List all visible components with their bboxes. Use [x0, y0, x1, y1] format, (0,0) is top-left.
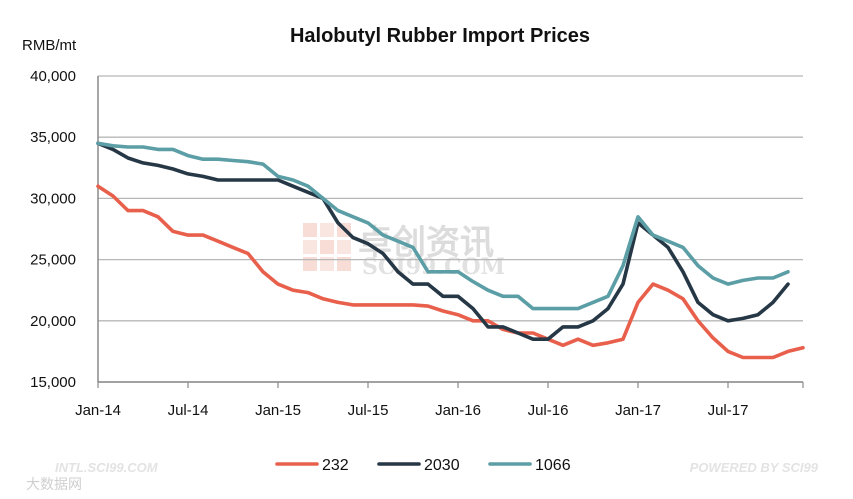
y-tick-label: 15,000 [30, 374, 76, 391]
y-axis-unit: RMB/mt [22, 37, 77, 54]
watermark-logo [303, 223, 351, 271]
series-line-232 [96, 184, 805, 360]
x-tick-label: Jul-14 [168, 402, 209, 419]
legend-label-2030: 2030 [424, 457, 460, 474]
y-tick-label: 40,000 [30, 68, 76, 85]
footer-right-text: POWERED BY SCI99 [690, 460, 819, 475]
x-tick-label: Jan-15 [255, 402, 301, 419]
x-tick-label: Jul-17 [708, 402, 749, 419]
x-tick-label: Jul-16 [528, 402, 569, 419]
footer-left-url: INTL.SCI99.COM [55, 460, 159, 475]
x-axis: Jan-14 Jul-14 Jan-15 Jul-15 Jan-16 Jul-16 Jan-… [75, 76, 804, 419]
y-tick-label: 25,000 [30, 252, 76, 269]
legend: 232 2030 1066 [275, 457, 571, 474]
legend-label-1066: 1066 [535, 457, 571, 474]
chart-title: Halobutyl Rubber Import Prices [290, 25, 590, 47]
footer-corner-text: 大数据网 [26, 477, 82, 493]
y-axis-ticks: 15,000 20,000 25,000 30,000 35,000 40,000 [30, 68, 76, 391]
series-line-1066 [96, 141, 790, 311]
x-tick-label: Jan-14 [75, 402, 121, 419]
series-line-2030 [96, 141, 790, 342]
legend-label-232: 232 [322, 457, 349, 474]
watermark-english: SCI99.COM [362, 254, 505, 280]
x-tick-label: Jan-17 [615, 402, 661, 419]
watermark-chinese: 卓创资讯 [358, 223, 494, 263]
y-tick-label: 35,000 [30, 129, 76, 146]
x-tick-label: Jan-16 [435, 402, 481, 419]
y-tick-label: 20,000 [30, 313, 76, 330]
x-tick-label: Jul-15 [348, 402, 389, 419]
y-tick-label: 30,000 [30, 190, 76, 207]
series-lines [96, 141, 805, 360]
